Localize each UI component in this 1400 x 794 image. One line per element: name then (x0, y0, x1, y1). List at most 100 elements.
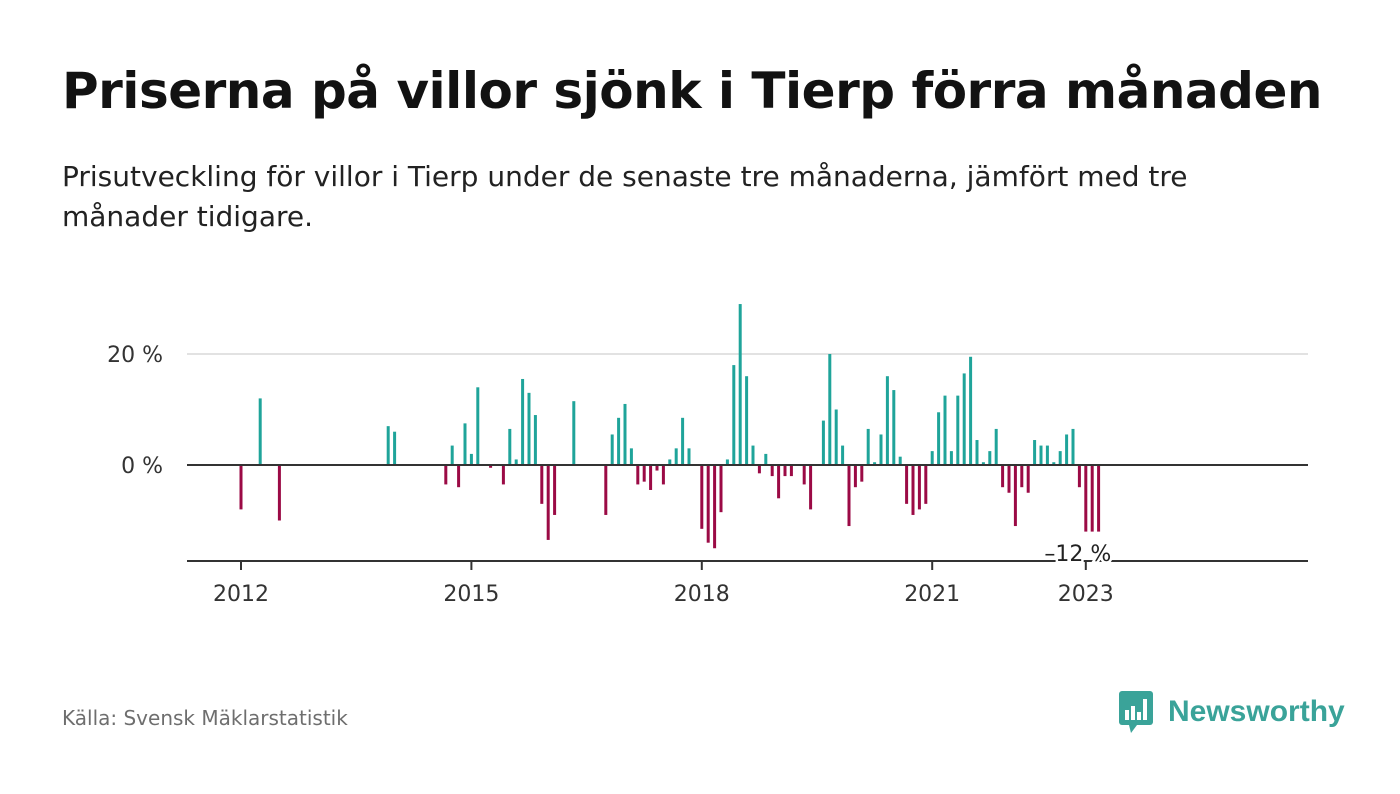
bar (809, 465, 813, 510)
bar (476, 387, 480, 465)
newsworthy-logo-icon (1119, 691, 1153, 733)
bar (655, 465, 659, 471)
bar (860, 465, 864, 482)
bar (706, 465, 710, 543)
bar (668, 459, 672, 465)
bar (828, 354, 832, 465)
bar (917, 465, 921, 510)
bar (1001, 465, 1005, 488)
brand-name: Newsworthy (1168, 695, 1345, 728)
bar (1071, 428, 1075, 465)
bar (751, 445, 755, 465)
x-tick-label: 2015 (443, 582, 499, 607)
bar (866, 428, 870, 465)
bar (1065, 434, 1069, 465)
bar (642, 465, 646, 482)
bar (879, 434, 883, 465)
bar (841, 445, 845, 465)
bar (713, 465, 717, 549)
bar (988, 451, 992, 465)
bar (937, 412, 941, 465)
bar (892, 390, 896, 465)
bar (770, 465, 774, 477)
bar (1077, 465, 1081, 488)
bar (463, 423, 467, 465)
bar (393, 431, 397, 465)
bar (258, 398, 262, 465)
bar (540, 465, 544, 504)
bar (975, 440, 979, 465)
bar (764, 453, 768, 465)
bar (911, 465, 915, 515)
bar (962, 373, 966, 465)
bar (277, 465, 281, 521)
bar (681, 417, 685, 465)
bar (821, 420, 825, 465)
axes (187, 464, 1308, 570)
bar (610, 434, 614, 465)
bar (1007, 465, 1011, 493)
bar (489, 465, 493, 468)
bar (700, 465, 704, 529)
bar (457, 465, 461, 488)
bar (674, 448, 678, 465)
bar (969, 356, 973, 465)
x-tick-label: 2018 (674, 582, 730, 607)
bar (527, 392, 531, 465)
labels: 0 % 20 % 2012 2015 2018 2021 2023 –12 % (107, 343, 1114, 607)
newsworthy-brand: Newsworthy (1118, 690, 1345, 734)
bar (757, 465, 761, 474)
bar (1084, 465, 1088, 532)
bar (745, 376, 749, 465)
x-tick-label: 2023 (1058, 582, 1114, 607)
bar (981, 462, 985, 465)
bar (444, 465, 448, 485)
bar (629, 448, 633, 465)
y-tick-label: 0 % (121, 454, 163, 479)
source-note: Källa: Svensk Mäklarstatistik (62, 706, 348, 730)
chart-title: Priserna på villor sjönk i Tierp förra m… (62, 62, 1322, 120)
bar (905, 465, 909, 504)
x-tick-label: 2012 (213, 582, 269, 607)
bar (617, 417, 621, 465)
x-tick-label: 2021 (904, 582, 960, 607)
bar (725, 459, 729, 465)
bar (1033, 440, 1037, 465)
latest-value-label: –12 % (1044, 542, 1111, 567)
bar (956, 395, 960, 465)
bar (1058, 451, 1062, 465)
bar (924, 465, 928, 504)
bar (514, 459, 518, 465)
bars (239, 304, 1101, 549)
bar (719, 465, 723, 513)
bar (777, 465, 781, 499)
bar (1045, 445, 1049, 465)
bar (521, 378, 525, 465)
bar (469, 453, 473, 465)
bar (636, 465, 640, 485)
bar (898, 456, 902, 465)
bar (649, 465, 653, 490)
bar (1026, 465, 1030, 493)
bar (501, 465, 505, 485)
bar (450, 445, 454, 465)
bar (572, 401, 576, 465)
bar (802, 465, 806, 485)
bar (1013, 465, 1017, 527)
bar (604, 465, 608, 515)
bar (1039, 445, 1043, 465)
bar (553, 465, 557, 515)
bar (239, 465, 243, 510)
bar (1097, 465, 1101, 532)
bar (1052, 462, 1056, 465)
bar (623, 403, 627, 465)
bar (847, 465, 851, 527)
bar (1020, 465, 1024, 488)
bar (386, 426, 390, 465)
bar (546, 465, 550, 540)
y-tick-label: 20 % (107, 343, 163, 368)
bar (508, 428, 512, 465)
bar (994, 428, 998, 465)
bar (885, 376, 889, 465)
chart-subtitle: Prisutveckling för villor i Tierp under … (62, 160, 1188, 233)
